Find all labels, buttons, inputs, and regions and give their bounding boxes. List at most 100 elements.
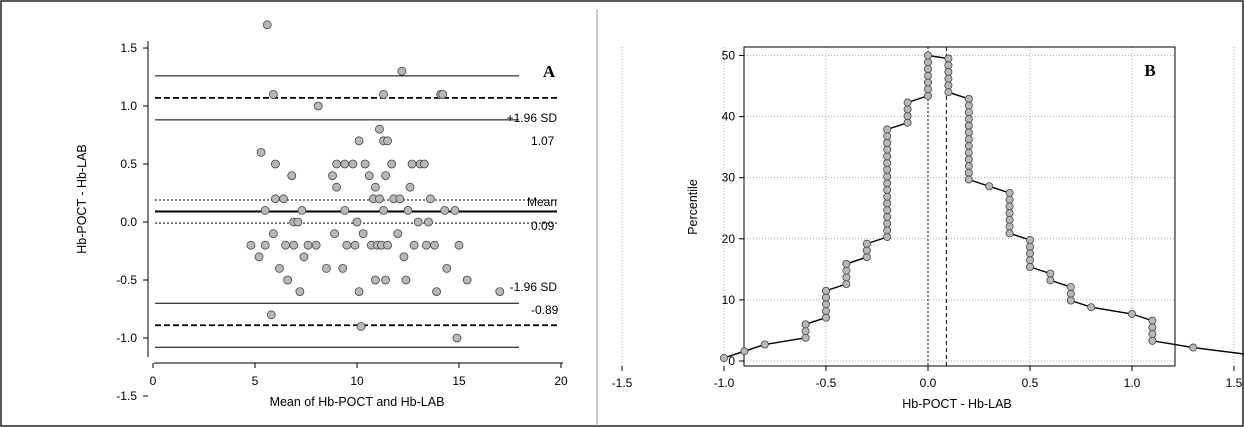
upper-loa-value: 1.07 xyxy=(531,134,555,148)
scatter-point xyxy=(381,275,390,285)
scatter-point xyxy=(340,159,350,169)
cumulative-point xyxy=(1005,195,1014,204)
panel-a-axes xyxy=(147,41,563,364)
x-tick-label: 15 xyxy=(452,374,466,388)
cumulative-point xyxy=(944,61,953,70)
scatter-point xyxy=(262,20,272,30)
y-tick-label: 10 xyxy=(722,293,736,307)
scatter-point xyxy=(370,182,380,192)
scatter-point xyxy=(268,90,278,99)
scatter-point xyxy=(266,310,276,320)
scatter-point xyxy=(328,171,337,181)
cumulative-point xyxy=(740,347,749,356)
scatter-point xyxy=(383,240,393,250)
cumulative-points xyxy=(720,51,1198,362)
scatter-point xyxy=(401,275,411,285)
cumulative-point xyxy=(944,88,953,97)
panel-b-letter: B xyxy=(1144,61,1155,80)
cumulative-point xyxy=(883,165,892,174)
cumulative-point xyxy=(964,141,973,150)
scatter-point xyxy=(442,263,452,273)
scatter-point xyxy=(293,217,303,227)
scatter-point xyxy=(419,159,429,169)
scatter-point xyxy=(383,136,393,146)
y-tick-label: 30 xyxy=(722,171,736,185)
cumulative-point xyxy=(883,219,892,228)
panel-a-y-axis-title: Hb-POCT - Hb-LAB xyxy=(75,144,89,254)
x-tick-label: 1.5 xyxy=(1226,376,1243,390)
cumulative-point xyxy=(924,78,933,87)
x-tick-label: 0 xyxy=(150,374,157,388)
scatter-point xyxy=(332,159,342,169)
scatter-point xyxy=(440,205,450,215)
cumulative-point xyxy=(1005,202,1014,211)
cumulative-point xyxy=(964,94,973,103)
cumulative-point xyxy=(985,182,994,191)
scatter-point xyxy=(407,159,417,169)
cumulative-point xyxy=(1066,283,1075,292)
cumulative-point xyxy=(883,179,892,188)
cumulative-point xyxy=(883,125,892,134)
cumulative-point xyxy=(944,67,953,76)
cumulative-point xyxy=(862,246,871,255)
scatter-point xyxy=(438,90,448,99)
scatter-point xyxy=(281,240,291,250)
cumulative-point xyxy=(883,159,892,168)
scatter-point xyxy=(289,240,299,250)
scatter-point xyxy=(375,124,384,134)
scatter-point xyxy=(379,90,388,99)
cumulative-point xyxy=(964,101,973,110)
cumulative-point xyxy=(1189,343,1198,352)
cumulative-point xyxy=(883,206,892,215)
scatter-point xyxy=(270,194,280,204)
cumulative-point xyxy=(964,121,973,130)
cumulative-point xyxy=(1005,215,1014,224)
scatter-point xyxy=(358,229,368,239)
panel-a-letter: A xyxy=(543,62,556,81)
cumulative-point xyxy=(801,327,810,336)
x-tick-label: 0.0 xyxy=(920,376,937,390)
cumulative-point xyxy=(1005,188,1014,197)
cumulative-point xyxy=(883,132,892,141)
cumulative-point xyxy=(1026,249,1035,258)
upper-loa-label: +1.96 SD xyxy=(507,111,558,125)
scatter-point xyxy=(270,159,280,169)
scatter-point xyxy=(342,240,352,250)
panel-b-grid xyxy=(621,47,1235,366)
cumulative-point xyxy=(944,74,953,83)
scatter-point xyxy=(450,205,460,215)
panel-b-reference-lines xyxy=(927,47,947,366)
agreement-lines xyxy=(155,75,557,348)
scatter-point xyxy=(421,240,431,250)
scatter-point xyxy=(287,171,297,181)
cumulative-point xyxy=(883,185,892,194)
x-tick-label: 0.5 xyxy=(1022,376,1039,390)
scatter-point xyxy=(303,240,313,250)
scatter-point xyxy=(350,240,360,250)
scatter-point xyxy=(297,205,307,215)
panel-b-y-axis-title: Percentile xyxy=(686,179,700,235)
cumulative-point xyxy=(1005,229,1014,238)
cumulative-point xyxy=(822,300,831,309)
cumulative-point xyxy=(883,192,892,201)
y-tick-label: 0.0 xyxy=(120,215,137,229)
lower-loa-label: -1.96 SD xyxy=(510,280,558,294)
cumulative-point xyxy=(1087,303,1096,312)
scatter-point xyxy=(399,252,409,262)
cumulative-point xyxy=(964,175,973,184)
cumulative-point xyxy=(883,199,892,208)
scatter-points xyxy=(246,20,505,343)
scatter-point xyxy=(256,147,266,157)
scatter-point xyxy=(413,217,423,227)
cumulative-point xyxy=(903,98,912,107)
scatter-point xyxy=(423,217,433,227)
scatter-point xyxy=(283,275,293,285)
scatter-point xyxy=(279,194,288,204)
scatter-point xyxy=(395,194,405,204)
scatter-point xyxy=(462,275,472,285)
cumulative-point xyxy=(964,108,973,117)
panel-b-plot-frame xyxy=(743,46,1176,367)
